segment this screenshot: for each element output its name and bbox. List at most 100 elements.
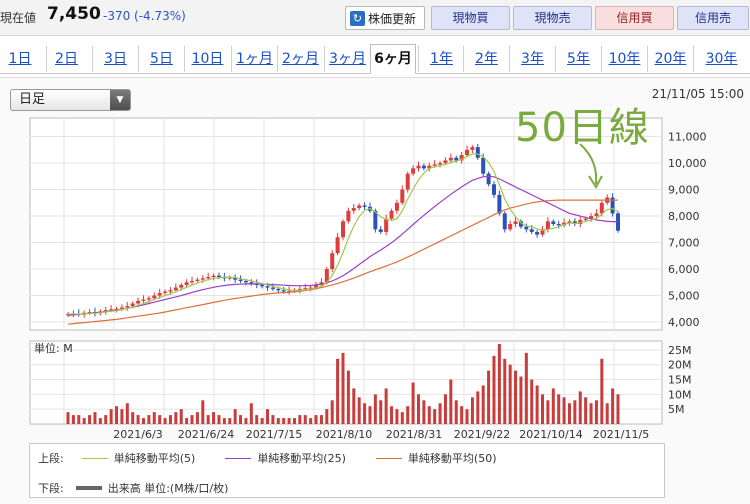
- volume-bar: [492, 355, 496, 424]
- volume-bar: [174, 412, 178, 424]
- refresh-price-button[interactable]: ↻ 株価更新: [345, 6, 425, 30]
- price-change: -370 (-4.73%): [103, 9, 186, 23]
- x-tick-label: 2021/6/3: [113, 428, 162, 441]
- tab-period-5[interactable]: 1ヶ月: [231, 46, 277, 72]
- volume-tick-label: 10M: [668, 388, 692, 401]
- volume-bar: [212, 412, 216, 424]
- candle-body: [351, 208, 356, 211]
- tab-period-6[interactable]: 2ヶ月: [277, 46, 323, 72]
- interval-select[interactable]: 日足 ▼: [10, 89, 131, 111]
- candle-body: [157, 292, 162, 296]
- tab-period-15[interactable]: 30年: [693, 46, 749, 72]
- volume-tick-label: 15M: [668, 374, 692, 387]
- candle-body: [421, 165, 426, 169]
- candle-body: [405, 173, 410, 190]
- volume-bar: [514, 370, 518, 424]
- cash-buy-button[interactable]: 現物買: [431, 6, 510, 30]
- tab-period-11[interactable]: 3年: [509, 46, 555, 72]
- volume-bar: [93, 412, 97, 424]
- margin-sell-button[interactable]: 信用売: [677, 6, 749, 30]
- candle-body: [249, 282, 254, 284]
- candle-body: [481, 157, 486, 174]
- interval-select-value: 日足: [19, 92, 46, 107]
- candle-body: [314, 284, 319, 288]
- volume-bar: [357, 397, 361, 424]
- tab-period-0[interactable]: 1日: [8, 51, 32, 67]
- volume-bar: [255, 415, 259, 424]
- volume-bar: [567, 403, 571, 424]
- candle-body: [335, 237, 340, 254]
- volume-bar: [562, 397, 566, 424]
- candle-body: [551, 221, 556, 224]
- volume-bar: [330, 400, 334, 424]
- candle-body: [243, 280, 248, 283]
- volume-bar: [244, 418, 248, 424]
- volume-bar: [66, 412, 70, 424]
- ma50-annotation: 50日線: [515, 105, 650, 151]
- x-tick-label: 2021/11/5: [593, 428, 649, 441]
- price-tick-label: 11,000: [668, 131, 707, 144]
- candle-body: [125, 306, 130, 308]
- legend-ma50-label: 単純移動平均(50): [407, 452, 497, 465]
- volume-bar: [487, 370, 491, 424]
- candle-body: [103, 310, 108, 312]
- tab-period-1[interactable]: 2日: [46, 46, 86, 72]
- tab-period-12[interactable]: 5年: [555, 46, 601, 72]
- volume-bar: [98, 418, 102, 424]
- volume-bar: [449, 379, 453, 424]
- margin-buy-button[interactable]: 信用買: [595, 6, 674, 30]
- volume-bar: [190, 415, 194, 424]
- candle-body: [497, 194, 502, 214]
- chart-legend: 上段: 単純移動平均(5) 単純移動平均(25) 単純移動平均(50) 下段: …: [29, 443, 665, 498]
- tab-period-3[interactable]: 5日: [138, 46, 184, 72]
- volume-bar: [163, 418, 167, 424]
- refresh-icon: ↻: [350, 10, 365, 26]
- x-tick-label: 2021/9/22: [454, 428, 510, 441]
- cash-sell-button[interactable]: 現物売: [513, 6, 592, 30]
- price-tick-label: 8,000: [668, 210, 700, 223]
- volume-bar: [546, 400, 550, 424]
- volume-bar: [476, 391, 480, 424]
- volume-bar: [325, 409, 329, 424]
- volume-bar: [433, 409, 437, 424]
- volume-bar: [104, 415, 108, 424]
- volume-tick-label: 25M: [668, 344, 692, 357]
- candle-body: [109, 309, 114, 311]
- volume-bar: [589, 403, 593, 424]
- volume-bar: [195, 412, 199, 424]
- volume-bar: [535, 385, 539, 424]
- tab-period-8[interactable]: 6ヶ月: [370, 44, 416, 74]
- candle-body: [227, 277, 232, 279]
- tab-period-2[interactable]: 3日: [92, 46, 138, 72]
- tab-period-13[interactable]: 10年: [601, 46, 647, 72]
- candle-body: [486, 173, 491, 185]
- candle-body: [346, 210, 351, 222]
- candle-body: [130, 303, 135, 307]
- candle-body: [119, 307, 124, 309]
- price-tick-label: 5,000: [668, 290, 700, 303]
- volume-bar: [298, 415, 302, 424]
- volume-bar: [88, 415, 92, 424]
- tab-period-7[interactable]: 3ヶ月: [324, 46, 370, 72]
- volume-bar: [406, 406, 410, 424]
- candle-body: [238, 279, 243, 281]
- candle-body: [233, 277, 238, 280]
- candle-body: [341, 221, 345, 238]
- volume-bar: [222, 418, 226, 424]
- candle-body: [163, 291, 168, 293]
- volume-bar: [438, 403, 442, 424]
- volume-bar: [228, 418, 232, 424]
- volume-bar: [109, 409, 113, 424]
- volume-bar: [201, 400, 205, 424]
- volume-bar: [287, 418, 291, 424]
- candle-body: [411, 168, 416, 174]
- stock-chart: 4,000 5,000 6,000 7,000 8,000 9,000 10,000 11,0…: [29, 117, 707, 441]
- volume-bar: [508, 364, 512, 424]
- tab-period-14[interactable]: 20年: [647, 46, 693, 72]
- tab-period-9[interactable]: 1年: [418, 46, 464, 72]
- tab-period-4[interactable]: 10日: [184, 46, 230, 72]
- candle-body: [216, 275, 221, 277]
- volume-bar: [497, 343, 501, 424]
- tab-period-10[interactable]: 2年: [463, 46, 509, 72]
- volume-bar: [276, 418, 280, 424]
